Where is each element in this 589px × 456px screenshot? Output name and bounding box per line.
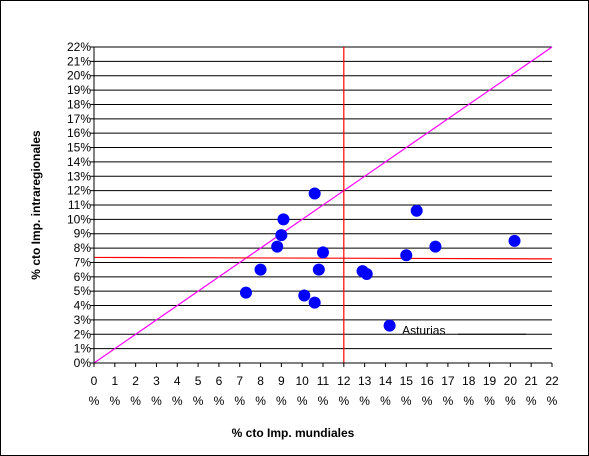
data-point xyxy=(410,204,423,217)
x-tick-unit: % xyxy=(401,394,412,408)
data-point xyxy=(298,289,311,302)
x-tick-unit: % xyxy=(109,394,120,408)
x-tick-unit: % xyxy=(214,394,225,408)
data-point xyxy=(317,246,329,259)
y-tick-label: 2% xyxy=(74,327,92,341)
y-tick-label: 13% xyxy=(67,169,91,183)
y-tick-label: 17% xyxy=(67,112,91,126)
y-tick-label: 7% xyxy=(74,255,92,269)
y-tick-label: 21% xyxy=(67,54,91,68)
data-point xyxy=(271,240,284,253)
x-tick-label: 14 xyxy=(379,374,393,388)
x-tick-unit: % xyxy=(89,394,100,408)
data-point xyxy=(254,263,267,276)
x-tick-unit: % xyxy=(484,394,495,408)
data-point xyxy=(400,249,413,262)
x-tick-unit: % xyxy=(380,394,391,408)
y-tick-label: 5% xyxy=(74,284,92,298)
x-tick-label: 18 xyxy=(462,374,476,388)
y-tick-label: 16% xyxy=(67,126,91,140)
x-tick-unit: % xyxy=(172,394,183,408)
x-tick-label: 7 xyxy=(236,374,243,388)
x-tick-label: 0 xyxy=(91,374,98,388)
data-point xyxy=(360,267,373,280)
gridlines xyxy=(94,46,552,364)
axes xyxy=(90,46,553,367)
x-tick-label: 5 xyxy=(195,374,202,388)
y-axis-title: % cto Imp. intraregionales xyxy=(29,130,43,280)
x-tick-label: 9 xyxy=(278,374,285,388)
y-tick-label: 4% xyxy=(74,299,92,313)
x-tick-unit: % xyxy=(234,394,245,408)
x-tick-labels: 0% 1% 2% 3% 4% 5% 6% 7% 8% 9% 10% 11% 12% 13% 14% 15% 16… xyxy=(89,374,559,408)
y-tick-label: 12% xyxy=(67,184,91,198)
x-tick-unit: % xyxy=(338,394,349,408)
x-tick-unit: % xyxy=(276,394,287,408)
x-tick-label: 10 xyxy=(296,374,310,388)
x-tick-label: 13 xyxy=(358,374,372,388)
x-tick-unit: % xyxy=(318,394,329,408)
data-point xyxy=(277,213,290,226)
x-tick-label: 11 xyxy=(317,374,330,388)
x-tick-label: 19 xyxy=(483,374,497,388)
y-tick-label: 22% xyxy=(67,40,91,54)
diagonal-line xyxy=(93,46,553,364)
data-points xyxy=(239,187,521,332)
x-tick-label: 15 xyxy=(400,374,414,388)
y-tick-label: 18% xyxy=(67,97,91,111)
data-point xyxy=(308,187,321,200)
y-tick-label: 8% xyxy=(74,241,92,255)
x-tick-label: 3 xyxy=(153,374,160,388)
y-tick-label: 11% xyxy=(68,198,91,212)
x-tick-unit: % xyxy=(193,394,204,408)
x-tick-label: 12 xyxy=(337,374,351,388)
x-tick-label: 1 xyxy=(111,374,118,388)
x-axis-title: % cto Imp. mundiales xyxy=(232,426,355,440)
y-tick-label: 20% xyxy=(67,69,91,83)
data-point xyxy=(429,240,442,253)
y-tick-label: 14% xyxy=(67,155,91,169)
x-tick-label: 2 xyxy=(132,374,139,388)
data-point xyxy=(312,263,325,276)
x-tick-unit: % xyxy=(422,394,433,408)
x-tick-unit: % xyxy=(151,394,162,408)
annotation: Asturias xyxy=(402,323,527,337)
y-tick-labels: 0%1%2%3%4%5%6%7%8%9%10%11%12%13%14%15%16… xyxy=(67,40,91,370)
y-tick-label: 3% xyxy=(74,313,92,327)
y-tick-label: 15% xyxy=(67,141,91,155)
y-tick-label: 9% xyxy=(74,227,92,241)
data-point xyxy=(508,234,521,247)
y-tick-label: 0% xyxy=(74,356,92,370)
x-tick-label: 21 xyxy=(525,374,539,388)
x-tick-label: 8 xyxy=(257,374,264,388)
x-tick-unit: % xyxy=(505,394,516,408)
y-tick-label: 10% xyxy=(67,212,91,226)
x-tick-label: 16 xyxy=(420,374,434,388)
data-point xyxy=(308,296,321,309)
x-tick-label: 17 xyxy=(441,374,455,388)
x-tick-unit: % xyxy=(463,394,474,408)
x-tick-unit: % xyxy=(547,394,558,408)
x-tick-label: 22 xyxy=(545,374,559,388)
x-tick-unit: % xyxy=(130,394,141,408)
x-tick-label: 4 xyxy=(174,374,181,388)
x-tick-unit: % xyxy=(359,394,370,408)
y-tick-label: 1% xyxy=(74,342,92,356)
x-tick-unit: % xyxy=(526,394,537,408)
y-tick-label: 19% xyxy=(67,83,91,97)
x-tick-unit: % xyxy=(255,394,266,408)
data-point xyxy=(275,229,288,242)
x-tick-unit: % xyxy=(297,394,308,408)
x-tick-label: 20 xyxy=(504,374,518,388)
annotation-label: Asturias xyxy=(402,323,445,337)
y-tick-label: 6% xyxy=(74,270,92,284)
x-tick-label: 6 xyxy=(216,374,223,388)
x-tick-unit: % xyxy=(443,394,454,408)
data-point xyxy=(383,319,396,332)
data-point xyxy=(239,286,252,299)
